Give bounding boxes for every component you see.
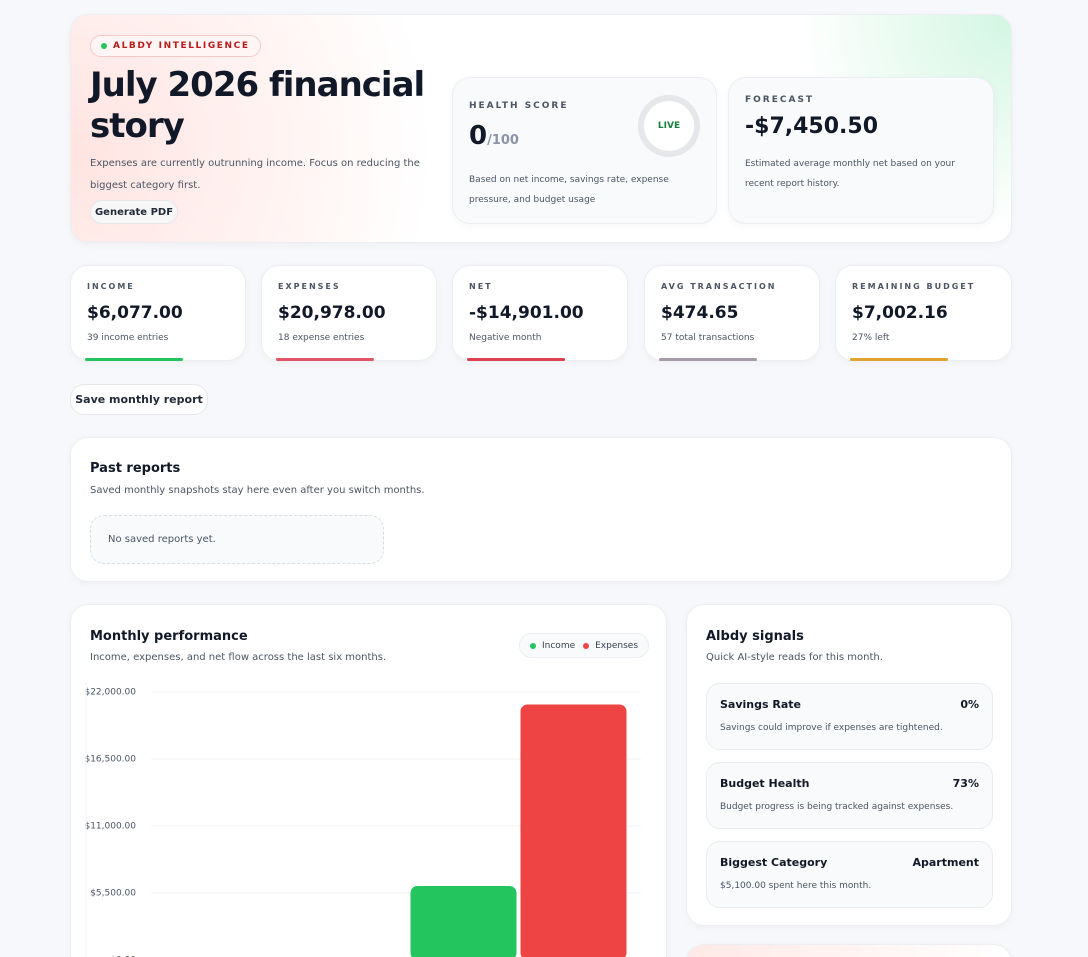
stat-card: NET -$14,901.00 Negative month	[452, 265, 628, 361]
chart-subtitle: Income, expenses, and net flow across th…	[90, 652, 387, 663]
chart: $0.00 $5,500.00 $11,000.00 $16,500.00 $22,00…	[84, 682, 641, 957]
hero-title: July 2026 financial story	[90, 65, 425, 146]
stat-value: $474.65	[661, 303, 739, 323]
save-report-button[interactable]: Save monthly report	[70, 384, 208, 415]
legend: Income Expenses	[519, 633, 650, 658]
legend-item: Expenses	[583, 641, 638, 651]
y-tick-label: $5,500.00	[90, 889, 136, 899]
signals-card: Albdy signals Quick AI-style reads for t…	[686, 604, 1012, 926]
stat-note: 57 total transactions	[661, 333, 755, 343]
legend-label: Income	[542, 640, 576, 651]
signal-value: Apartment	[912, 856, 979, 869]
legend-item: Income	[530, 641, 575, 651]
stat-note: 27% left	[852, 333, 890, 343]
legend-marker	[583, 642, 590, 649]
stat-value: $6,077.00	[87, 303, 183, 323]
stat-card: INCOME $6,077.00 39 income entries	[70, 265, 246, 361]
past-reports-title: Past reports	[90, 461, 181, 476]
signal-description: Budget progress is being tracked against…	[720, 802, 954, 812]
health-score-row: 0/100	[469, 121, 519, 151]
health-description: Based on net income, savings rate, expen…	[469, 175, 669, 205]
signal-item: Biggest Category Apartment $5,100.00 spent…	[706, 841, 993, 908]
stat-value: -$14,901.00	[469, 303, 584, 323]
health-label: HEALTH SCORE	[469, 101, 569, 111]
hero: ALBDY INTELLIGENCE July 2026 financial s…	[70, 14, 1012, 243]
signal-description: Savings could improve if expenses are ti…	[720, 723, 943, 733]
signal-item: Budget Health 73% Budget progress is being…	[706, 762, 993, 829]
signals-title: Albdy signals	[706, 629, 804, 644]
health-score: 0	[469, 121, 488, 151]
stat-value: $7,002.16	[852, 303, 948, 323]
stat-bar	[276, 358, 374, 361]
empty-text: No saved reports yet.	[108, 533, 216, 545]
health-card: HEALTH SCORE 0/100 LIVE Based on net inc…	[452, 77, 717, 224]
past-reports-description: Saved monthly snapshots stay here even a…	[90, 485, 425, 496]
bar	[520, 704, 627, 957]
signal-name: Savings Rate	[720, 698, 801, 711]
y-tick-label: $16,500.00	[84, 755, 136, 765]
stat-card: REMAINING BUDGET $7,002.16 27% left	[835, 265, 1012, 361]
stat-value: $20,978.00	[278, 303, 386, 323]
stat-bar	[85, 358, 183, 361]
forecast-card: FORECAST -$7,450.50 Estimated average mo…	[728, 77, 994, 224]
empty-state: No saved reports yet.	[90, 515, 384, 564]
y-tick-label: $0.00	[110, 956, 136, 957]
signals-subtitle: Quick AI-style reads for this month.	[706, 652, 883, 663]
legend-label: Expenses	[595, 640, 639, 651]
stat-note: 39 income entries	[87, 333, 169, 343]
stat-label: REMAINING BUDGET	[852, 282, 976, 291]
signal-item: Savings Rate 0% Savings could improve if e…	[706, 683, 993, 750]
signal-value: 73%	[952, 777, 979, 790]
past-reports-card: Past reports Saved monthly snapshots sta…	[70, 437, 1012, 582]
stat-label: EXPENSES	[278, 282, 341, 291]
signal-value: 0%	[960, 698, 979, 711]
stat-card: EXPENSES $20,978.00 18 expense entries	[261, 265, 437, 361]
stat-bar	[659, 358, 757, 361]
stat-note: 18 expense entries	[278, 333, 365, 343]
y-tick-label: $22,000.00	[84, 688, 136, 698]
bar	[410, 885, 517, 957]
stat-bar	[850, 358, 948, 361]
signal-name: Budget Health	[720, 777, 810, 790]
legend-marker	[530, 642, 536, 649]
stat-label: NET	[469, 282, 493, 291]
badge: ALBDY INTELLIGENCE	[90, 35, 261, 57]
stat-label: INCOME	[87, 282, 135, 291]
health-status: LIVE	[657, 121, 681, 131]
hero-subtitle: Expenses are currently outrunning income…	[90, 158, 420, 191]
stat-note: Negative month	[469, 333, 542, 343]
stat-card: AVG TRANSACTION $474.65 57 total transacti…	[644, 265, 820, 361]
chart-card: Monthly performance Income, expenses, an…	[70, 604, 667, 957]
forecast-label: FORECAST	[745, 95, 815, 105]
stat-bar	[467, 358, 565, 361]
health-ring: LIVE	[638, 95, 700, 157]
y-tick-label: $11,000.00	[84, 822, 136, 832]
generate-pdf-button[interactable]: Generate PDF	[90, 200, 178, 224]
health-max: /100	[487, 133, 519, 148]
badge-dot	[101, 43, 107, 49]
badge-text: ALBDY INTELLIGENCE	[113, 41, 250, 51]
chart-title: Monthly performance	[90, 629, 248, 644]
alert-card	[686, 944, 1012, 957]
signal-description: $5,100.00 spent here this month.	[720, 881, 872, 891]
forecast-description: Estimated average monthly net based on y…	[745, 159, 955, 189]
signal-name: Biggest Category	[720, 856, 828, 869]
stat-label: AVG TRANSACTION	[661, 282, 777, 291]
forecast-value: -$7,450.50	[745, 114, 878, 139]
